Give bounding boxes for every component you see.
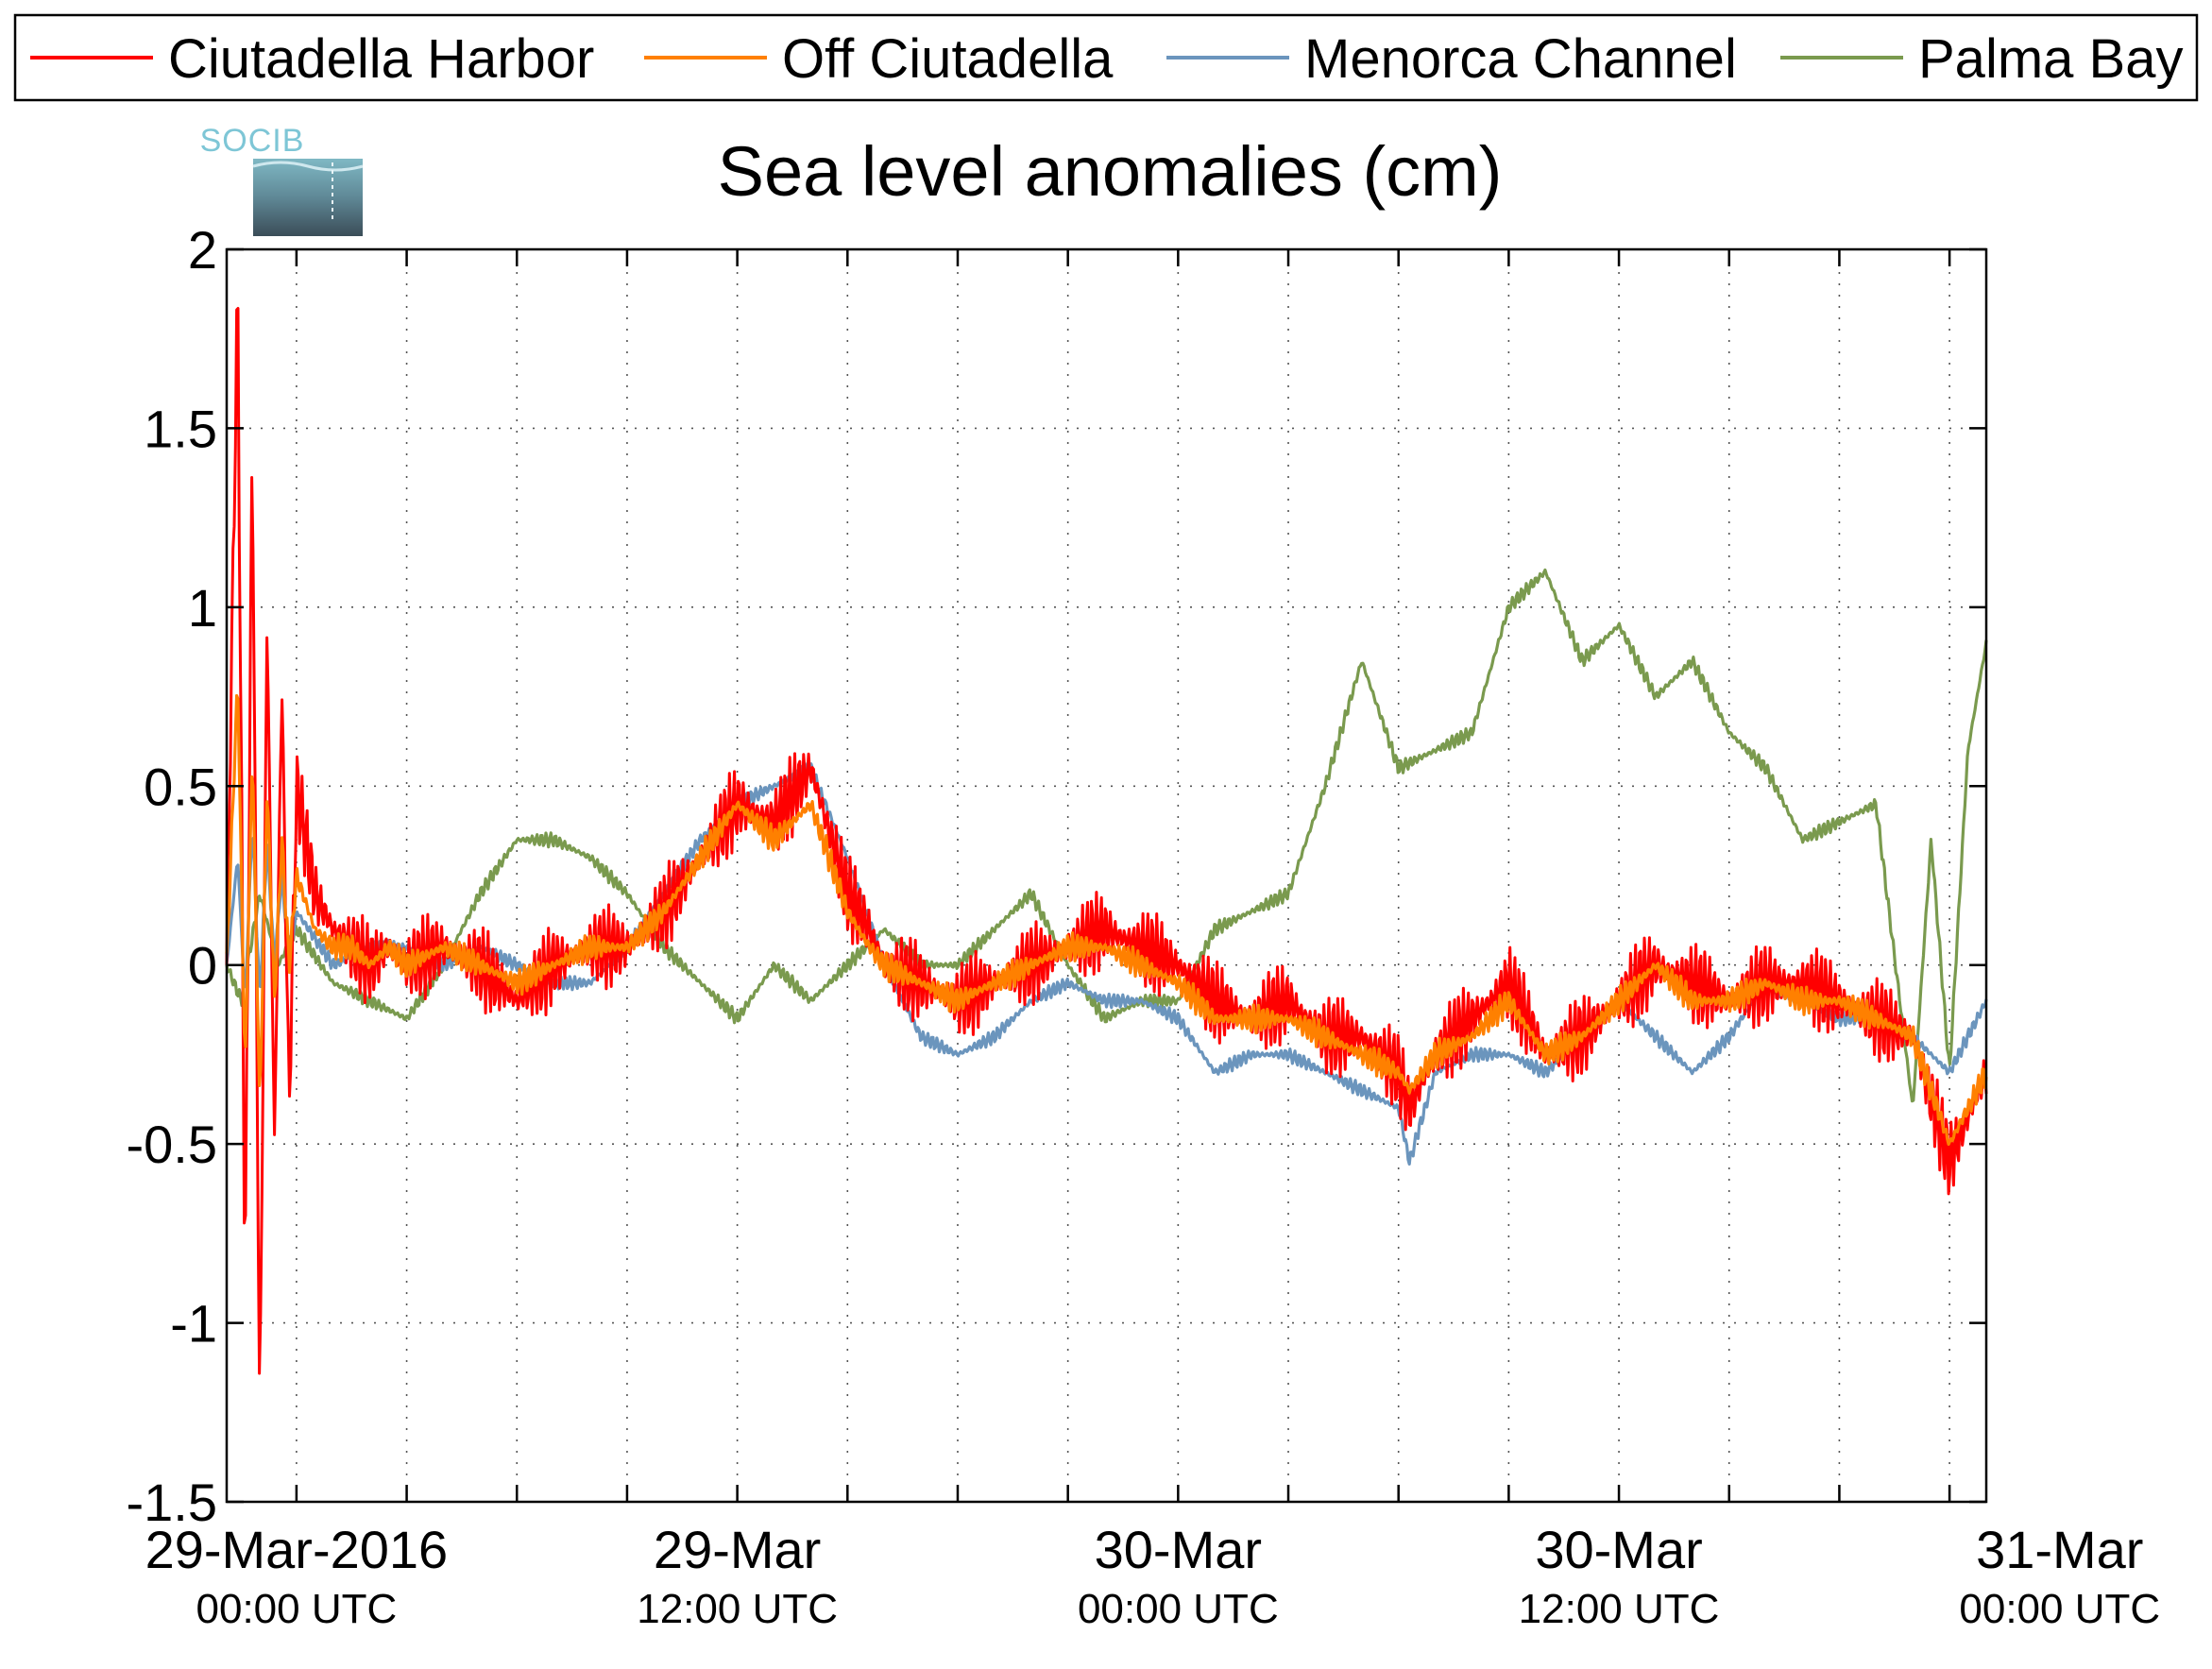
legend-label: Menorca Channel: [1304, 28, 1737, 90]
y-tick-label: 0.5: [144, 757, 217, 816]
series-lines: [225, 307, 1988, 1375]
y-tick-label: 2: [188, 220, 217, 280]
plot-area: -1.5 -1 -0.5 0 0.5 1 1.5 2 29-Mar-2016 00:00 UTC…: [127, 220, 2161, 1632]
series-line-palma-bay: [225, 568, 1988, 1103]
x-tick-label-date: 30-Mar: [1095, 1520, 1262, 1579]
y-tick-label: -0.5: [127, 1115, 218, 1174]
legend-label: Palma Bay: [1918, 28, 2183, 90]
legend-label: Ciutadella Harbor: [168, 28, 594, 90]
logo-text: SOCIB: [200, 123, 305, 159]
y-tick-label: -1.5: [127, 1473, 218, 1532]
x-tick-labels: 29-Mar-2016 00:00 UTC 29-Mar 12:00 UTC 30-Ma…: [145, 1520, 2161, 1632]
chart-title: Sea level anomalies (cm): [718, 132, 1503, 211]
axis-ticks: [227, 247, 1986, 1504]
x-tick-label-time: 00:00 UTC: [1078, 1586, 1279, 1632]
series-line-off-ciutadella: [225, 693, 1988, 1147]
x-tick-label-time: 12:00 UTC: [637, 1586, 838, 1632]
plot-frame: [227, 249, 1986, 1502]
x-tick-label-date: 31-Mar: [1976, 1520, 2143, 1579]
socib-logo: SOCIB: [200, 123, 364, 236]
x-tick-label-time: 00:00 UTC: [1959, 1586, 2160, 1632]
x-tick-label-date: 30-Mar: [1535, 1520, 1702, 1579]
series-line-menorca-channel: [225, 761, 1988, 1167]
x-tick-label-date: 29-Mar-2016: [145, 1520, 449, 1579]
logo-mark: [253, 159, 363, 236]
legend: Ciutadella Harbor Off Ciutadella Menorca C…: [13, 13, 2199, 102]
y-tick-label: 1: [188, 578, 217, 638]
y-tick-label: 0: [188, 936, 217, 996]
x-tick-label-date: 29-Mar: [654, 1520, 821, 1579]
x-tick-label-time: 12:00 UTC: [1519, 1586, 1720, 1632]
y-tick-label: 1.5: [144, 399, 217, 458]
axes-box: [225, 247, 1988, 1504]
x-tick-label-time: 00:00 UTC: [196, 1586, 398, 1632]
y-tick-label: -1: [170, 1294, 217, 1354]
y-tick-labels: -1.5 -1 -0.5 0 0.5 1 1.5 2: [127, 220, 218, 1532]
grid: [227, 249, 1986, 1502]
legend-label: Off Ciutadella: [782, 28, 1114, 90]
